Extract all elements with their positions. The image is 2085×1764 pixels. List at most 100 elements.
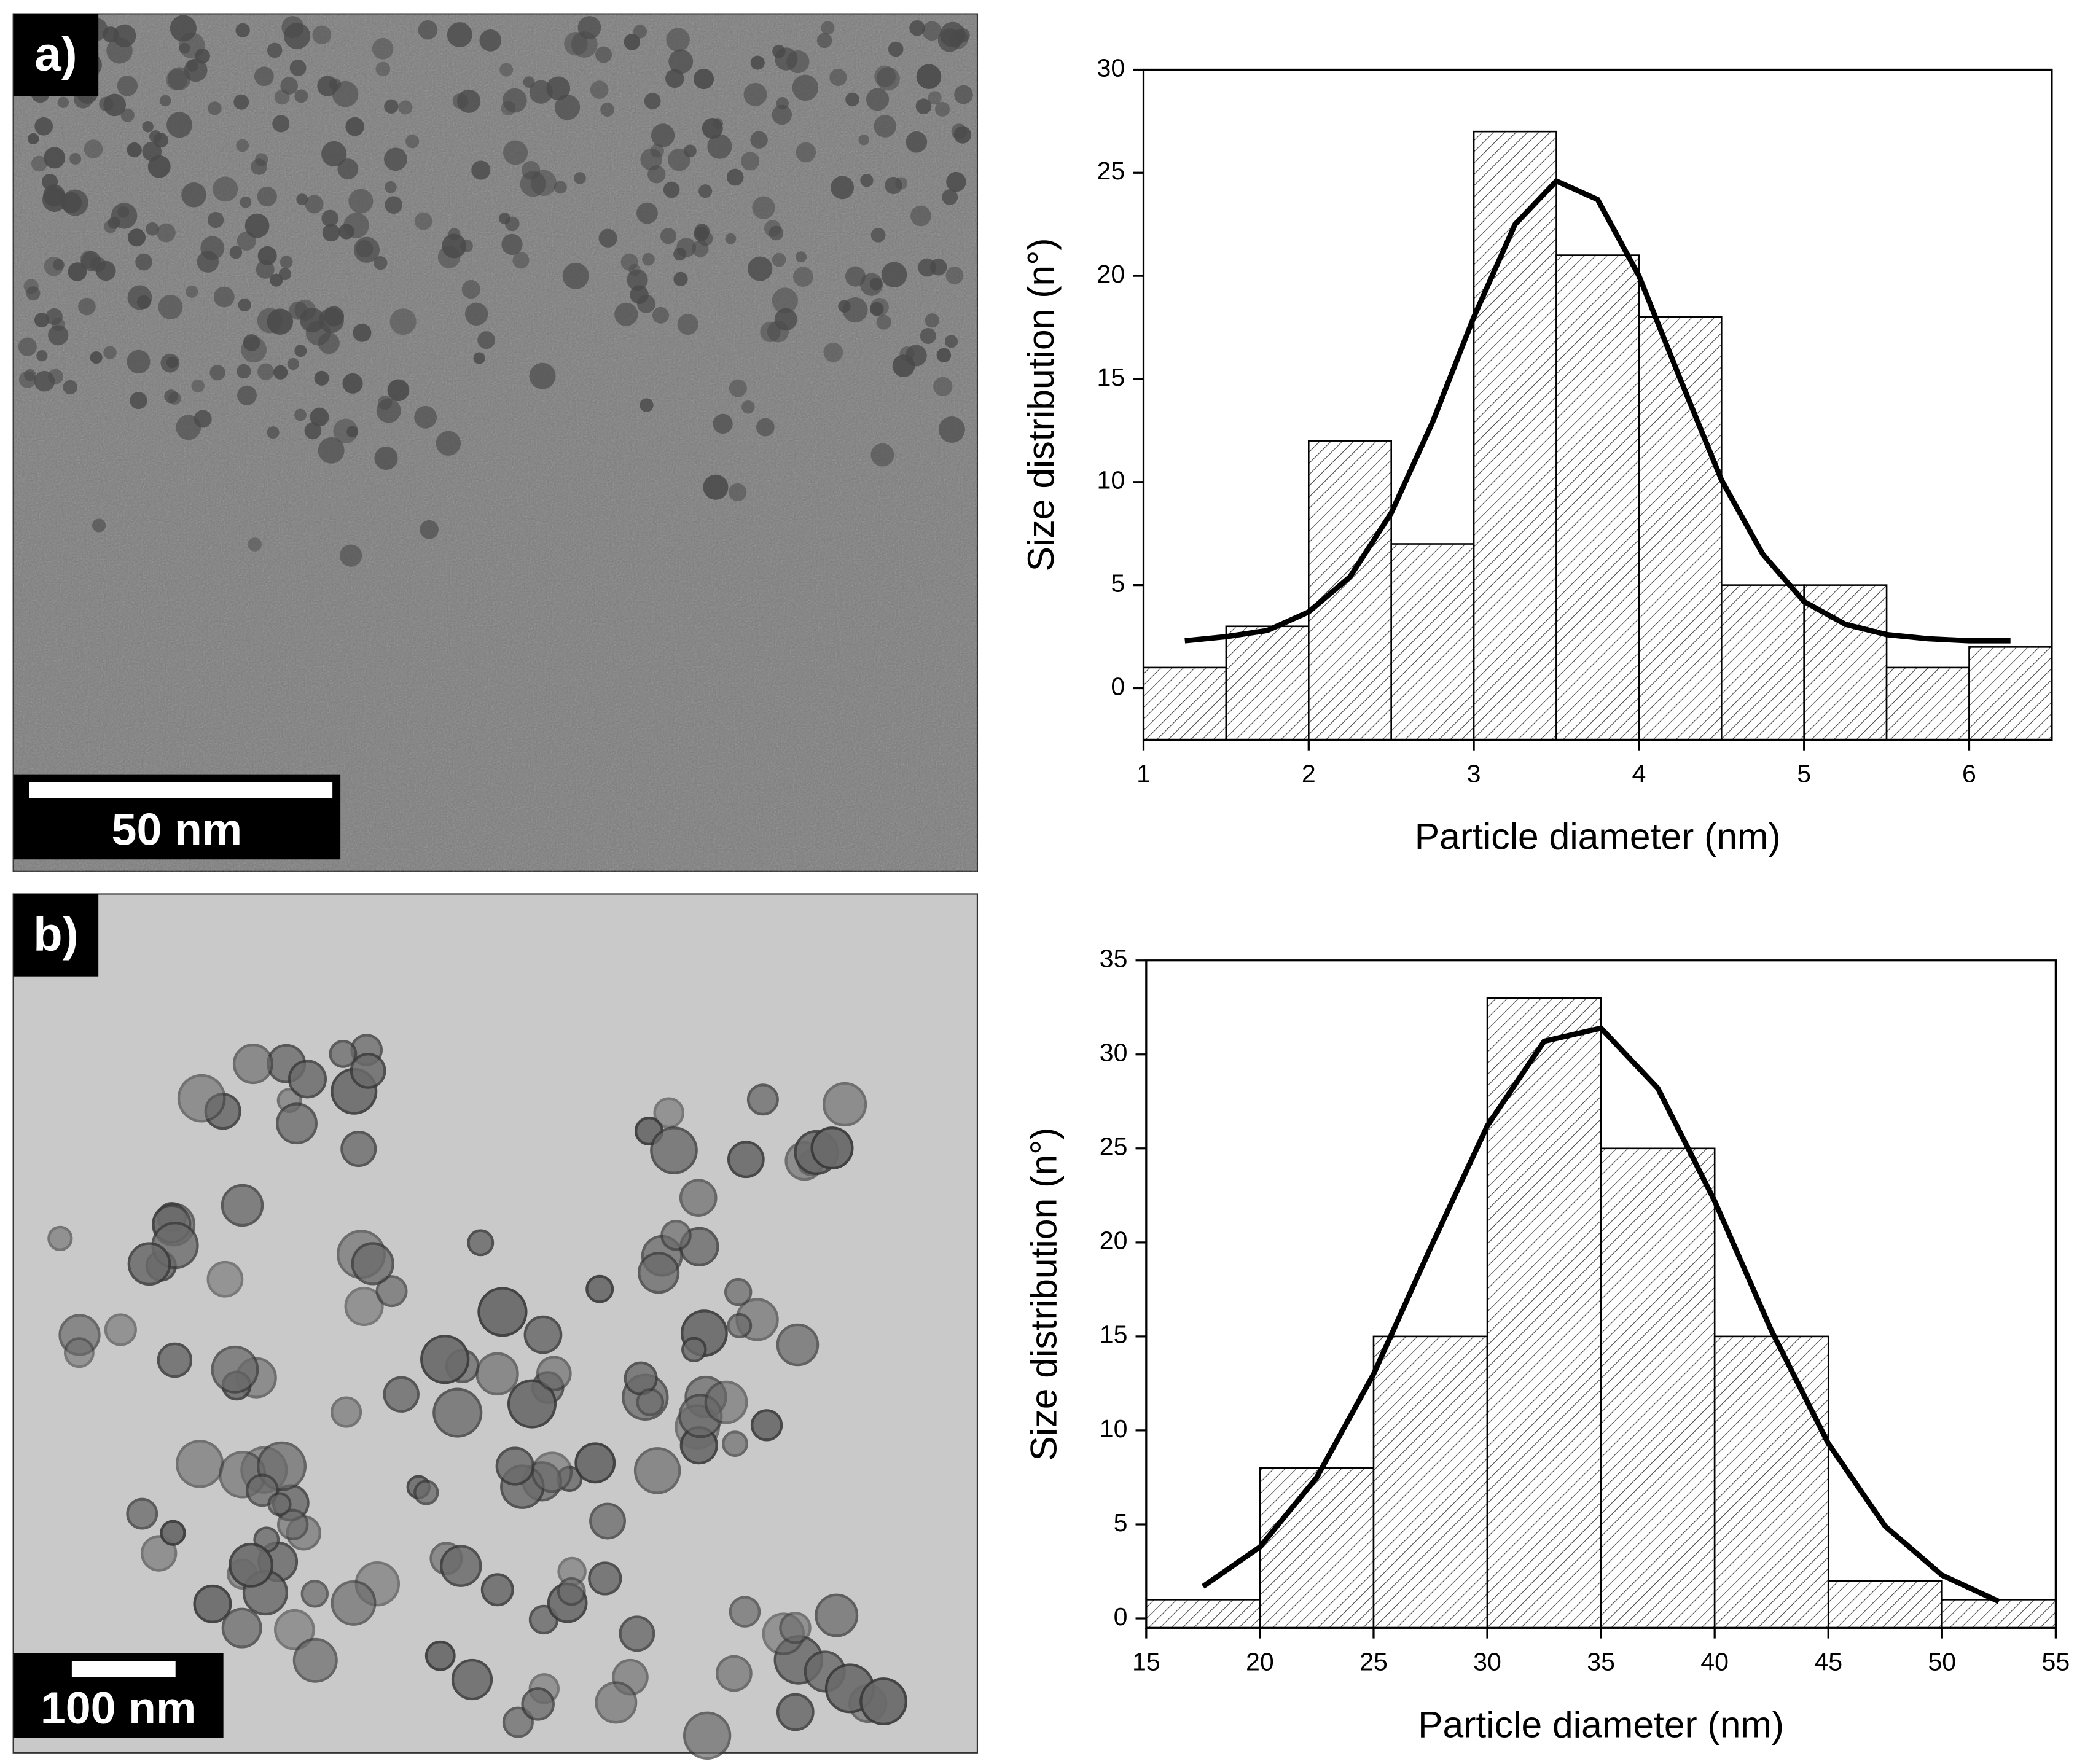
particle: [944, 335, 958, 348]
y-tick-label: 0: [1114, 1602, 1128, 1631]
particle: [160, 1520, 186, 1546]
tem-image-a: [12, 13, 979, 872]
x-tick-label: 50: [1928, 1648, 1956, 1676]
particle: [860, 173, 874, 187]
particle: [888, 41, 904, 57]
particle: [479, 29, 502, 52]
particle: [257, 308, 283, 334]
particle: [507, 1379, 557, 1429]
x-tick-label: 40: [1700, 1648, 1729, 1676]
particle: [859, 1677, 908, 1726]
particle: [858, 134, 869, 146]
histogram-bar: [1638, 316, 1723, 741]
particle: [280, 256, 293, 268]
x-tick-label: 35: [1587, 1648, 1615, 1676]
particle: [267, 426, 280, 439]
particle: [157, 223, 176, 243]
particle: [26, 286, 41, 300]
particle: [920, 327, 936, 344]
particle: [387, 379, 410, 402]
particle: [630, 285, 649, 304]
histogram-bar: [1259, 1467, 1375, 1629]
particle: [906, 131, 928, 153]
particle: [63, 380, 78, 395]
particle: [752, 196, 775, 219]
particle: [442, 233, 467, 259]
particle: [350, 1052, 386, 1089]
particle: [633, 25, 647, 39]
particle: [53, 259, 65, 271]
particle: [870, 443, 894, 467]
particle: [166, 112, 192, 138]
particle: [310, 407, 329, 427]
particle: [28, 133, 39, 145]
particle: [651, 123, 675, 147]
particle: [117, 76, 138, 96]
particle: [702, 118, 723, 139]
particle: [424, 1640, 456, 1671]
particle: [346, 426, 359, 438]
particle: [536, 1356, 572, 1392]
y-tick-label: 20: [1100, 1227, 1128, 1255]
x-tick-label: 2: [1302, 760, 1316, 788]
particle: [451, 1658, 493, 1701]
scale-bar: [71, 1661, 176, 1677]
particle: [273, 365, 288, 380]
particle: [142, 121, 154, 133]
particle: [398, 100, 413, 115]
particle: [329, 1039, 358, 1068]
particle: [829, 68, 847, 87]
x-tick-label: 6: [1962, 760, 1976, 788]
particle: [585, 1274, 614, 1303]
particle: [713, 413, 733, 434]
particle: [499, 63, 514, 77]
particle: [772, 44, 786, 58]
particle: [531, 1451, 573, 1493]
x-tick-label: 25: [1359, 1648, 1388, 1676]
particle: [640, 148, 663, 171]
particle: [106, 37, 133, 64]
histogram-bar: [1486, 997, 1602, 1629]
x-axis-label: Particle diameter (nm): [1418, 1704, 1784, 1746]
particle: [619, 1615, 655, 1652]
particle: [84, 139, 103, 158]
particle: [34, 117, 53, 136]
particle: [936, 348, 952, 363]
particle: [792, 74, 819, 101]
particle: [229, 246, 243, 259]
particle: [436, 431, 461, 456]
particle: [184, 58, 208, 82]
fit-curve: [1201, 1025, 2000, 1604]
particle: [677, 313, 698, 335]
particle: [236, 139, 249, 152]
particle: [653, 1097, 685, 1129]
particle: [716, 1655, 753, 1692]
particle: [108, 216, 120, 229]
particle: [673, 271, 688, 286]
x-tick-label: 3: [1467, 760, 1481, 788]
y-tick-label: 5: [1111, 569, 1125, 598]
particle: [501, 233, 523, 256]
particle: [384, 99, 399, 114]
particle: [405, 135, 420, 149]
particle: [933, 377, 953, 396]
particle: [241, 337, 267, 363]
particle: [909, 20, 925, 36]
particle: [432, 1387, 483, 1438]
particle: [232, 1043, 273, 1085]
particle: [859, 273, 883, 296]
particle: [845, 92, 859, 107]
particle: [473, 352, 485, 364]
particle: [103, 346, 117, 359]
particle: [300, 307, 325, 333]
particle: [191, 379, 205, 393]
particle: [633, 1447, 681, 1494]
particle: [221, 1184, 264, 1227]
particle: [170, 15, 197, 42]
particle: [564, 32, 588, 56]
x-tick-label: 55: [2042, 1648, 2070, 1676]
particle: [899, 346, 915, 362]
particle: [353, 323, 372, 342]
particle: [372, 37, 394, 60]
particle: [213, 286, 235, 308]
